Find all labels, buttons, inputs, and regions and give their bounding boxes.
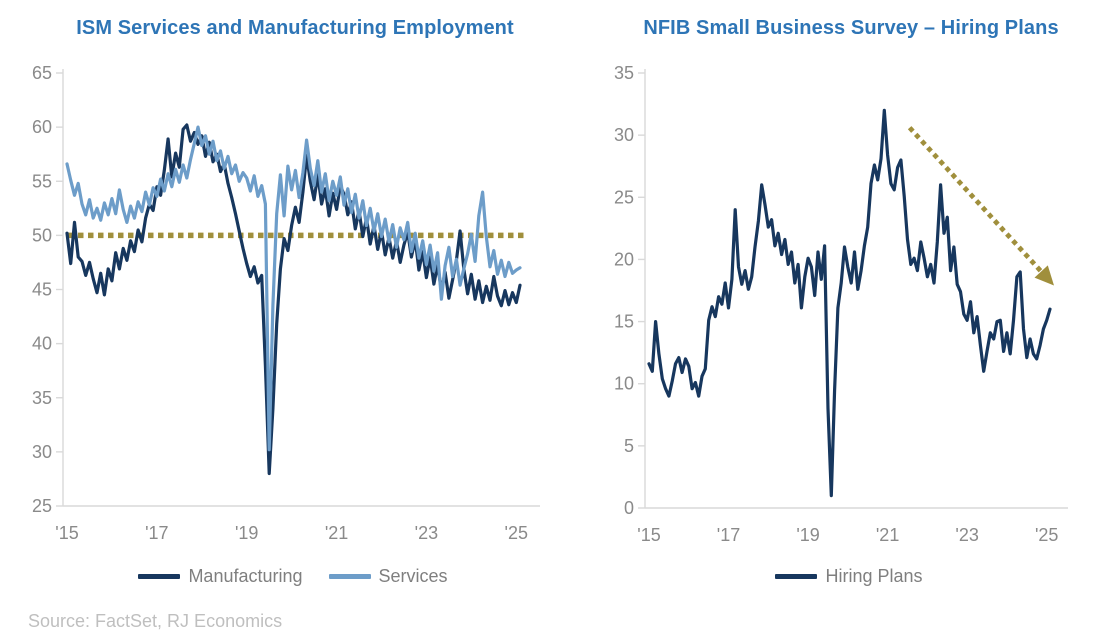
x-tick-label: '21 <box>325 523 348 543</box>
services-line-swatch <box>328 574 371 579</box>
series-line-services <box>65 125 522 452</box>
x-tick-label: '17 <box>717 525 740 545</box>
x-tick-label: '23 <box>415 523 438 543</box>
nfib-chart-title: NFIB Small Business Survey – Hiring Plan… <box>643 17 1059 39</box>
y-tick-label: 10 <box>614 374 634 394</box>
y-tick-label: 25 <box>614 187 634 207</box>
y-tick-label: 35 <box>32 388 52 408</box>
nfib-chart-legend: Hiring Plans <box>556 566 1112 587</box>
nfib-chart-plot: 0 5 10 15 20 25 30 35 '15 '17 '19 '21 '23 '25 <box>614 63 1068 545</box>
manufacturing-line-swatch <box>138 574 181 579</box>
ism-chart-title: ISM Services and Manufacturing Employmen… <box>76 17 514 39</box>
y-tick-label: 40 <box>32 334 52 354</box>
source-note: Source: FactSet, RJ Economics <box>28 611 283 631</box>
y-tick-label: 20 <box>614 249 634 269</box>
y-tick-label: 50 <box>32 225 52 245</box>
hiring-plans-line-swatch <box>775 574 818 579</box>
series-line-hiring-plans <box>647 108 1052 498</box>
manufacturing-legend-label: Manufacturing <box>188 566 303 586</box>
y-tick-label: 55 <box>32 171 52 191</box>
x-tick-label: '17 <box>145 523 168 543</box>
y-tick-label: 30 <box>614 125 634 145</box>
y-tick-label: 35 <box>614 63 634 83</box>
x-tick-label: '23 <box>955 525 978 545</box>
y-tick-label: 25 <box>32 496 52 516</box>
y-tick-label: 30 <box>32 442 52 462</box>
y-tick-label: 45 <box>32 280 52 300</box>
y-tick-label: 5 <box>624 436 634 456</box>
legend-item-hiring-plans: Hiring Plans <box>775 566 923 587</box>
downtrend-arrow-shaft <box>907 126 1044 274</box>
ism-chart-legend: Manufacturing Services <box>0 566 556 587</box>
nfib-chart-panel: NFIB Small Business Survey – Hiring Plan… <box>556 0 1112 644</box>
x-tick-label: '21 <box>876 525 899 545</box>
y-tick-label: 15 <box>614 312 634 332</box>
services-legend-label: Services <box>378 566 448 586</box>
ism-chart-plot: 25 30 35 40 45 50 55 60 65 '15 '17 '19 '21 '23 '25 <box>32 63 540 543</box>
hiring-plans-legend-label: Hiring Plans <box>825 566 923 586</box>
y-tick-label: 65 <box>32 63 52 83</box>
ism-chart-panel: ISM Services and Manufacturing Employmen… <box>0 17 556 587</box>
x-tick-label: '25 <box>505 523 528 543</box>
legend-item-services: Services <box>328 566 448 587</box>
x-tick-label: '19 <box>235 523 258 543</box>
y-tick-label: 60 <box>32 117 52 137</box>
x-tick-label: '15 <box>637 525 660 545</box>
x-tick-label: '19 <box>796 525 819 545</box>
y-tick-label: 0 <box>624 498 634 518</box>
x-tick-label: '25 <box>1035 525 1058 545</box>
downtrend-arrow-head <box>1034 265 1054 286</box>
legend-item-manufacturing: Manufacturing <box>138 566 303 587</box>
x-tick-label: '15 <box>55 523 78 543</box>
